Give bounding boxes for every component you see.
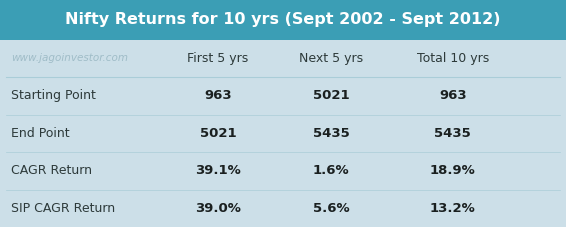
Text: 1.6%: 1.6% (313, 164, 349, 177)
Text: End Point: End Point (11, 127, 70, 140)
Text: www.jagoinvestor.com: www.jagoinvestor.com (11, 53, 128, 64)
Text: SIP CAGR Return: SIP CAGR Return (11, 202, 115, 215)
Text: Total 10 yrs: Total 10 yrs (417, 52, 489, 65)
Text: 5435: 5435 (313, 127, 349, 140)
Text: First 5 yrs: First 5 yrs (187, 52, 248, 65)
Text: CAGR Return: CAGR Return (11, 164, 92, 177)
Text: 18.9%: 18.9% (430, 164, 475, 177)
Text: 5435: 5435 (435, 127, 471, 140)
Text: 39.0%: 39.0% (195, 202, 241, 215)
Text: 5.6%: 5.6% (313, 202, 349, 215)
Text: 963: 963 (204, 89, 231, 102)
Text: 39.1%: 39.1% (195, 164, 241, 177)
Text: 963: 963 (439, 89, 466, 102)
Text: 5021: 5021 (200, 127, 236, 140)
FancyBboxPatch shape (0, 0, 566, 40)
Text: 13.2%: 13.2% (430, 202, 475, 215)
Text: 5021: 5021 (313, 89, 349, 102)
Text: Starting Point: Starting Point (11, 89, 96, 102)
Text: Nifty Returns for 10 yrs (Sept 2002 - Sept 2012): Nifty Returns for 10 yrs (Sept 2002 - Se… (65, 12, 501, 27)
Text: Next 5 yrs: Next 5 yrs (299, 52, 363, 65)
